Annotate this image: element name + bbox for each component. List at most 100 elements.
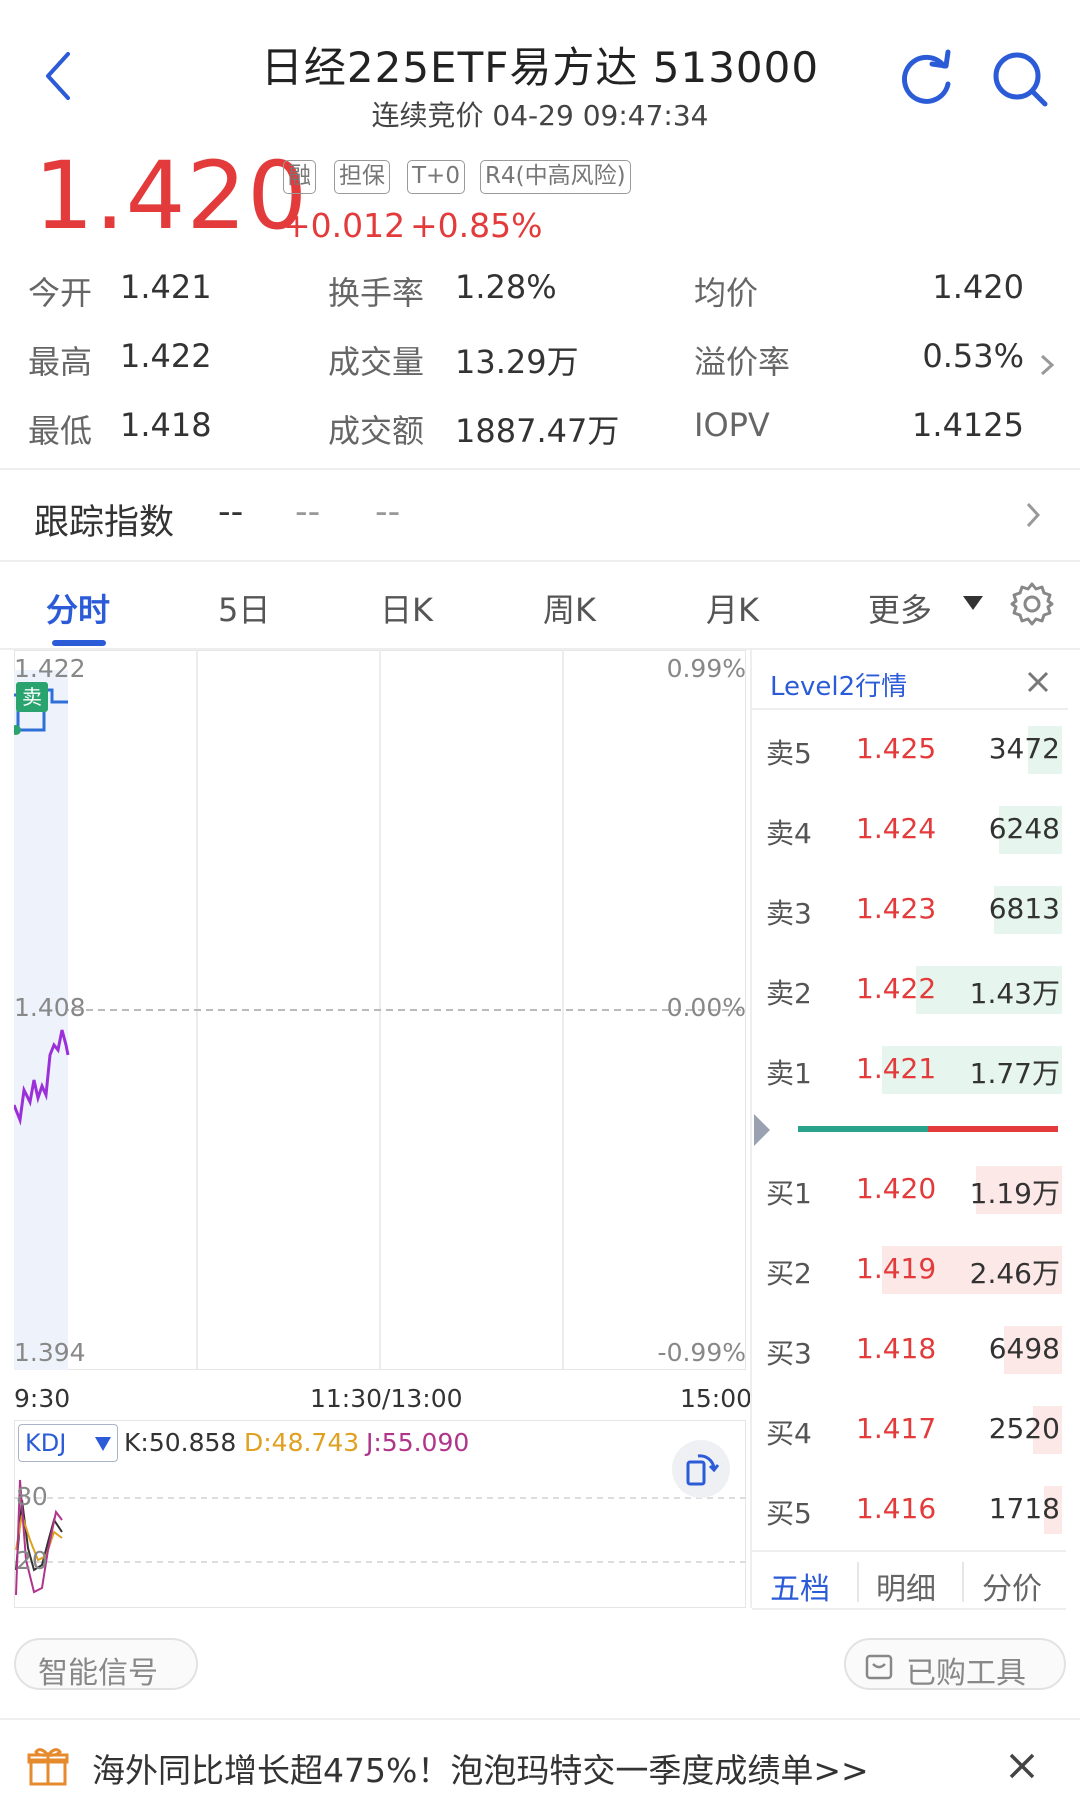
stat-avg-value: 1.420 (932, 268, 1024, 306)
back-button[interactable] (34, 46, 84, 106)
bid-label: 买4 (766, 1417, 812, 1450)
ask-row[interactable]: 卖4 1.424 6248 (752, 800, 1068, 860)
risk-level-tag: R4(中高风险) (480, 160, 631, 194)
ask-volume: 6813 (988, 892, 1060, 925)
tab-more[interactable]: 更多 (868, 591, 933, 629)
stat-amount-label: 成交额 (328, 412, 425, 450)
tab-monthly-k[interactable]: 月K (706, 591, 759, 629)
chart-settings-button[interactable] (1008, 580, 1056, 628)
kdj-d-value: D:48.743 (244, 1428, 360, 1457)
ask-row[interactable]: 卖1 1.421 1.77万 (752, 1040, 1068, 1100)
sell-signal-badge[interactable]: 卖 (16, 682, 48, 712)
y-label-low: 1.394 (14, 1338, 86, 1367)
kdj-j-value: J:55.090 (366, 1428, 470, 1457)
bid-row[interactable]: 买5 1.416 1718 (752, 1480, 1068, 1540)
ask-volume: 1.43万 (969, 977, 1060, 1010)
kdj-selector[interactable]: KDJ (18, 1424, 118, 1462)
bid-price: 1.416 (856, 1492, 937, 1525)
orderbook-panel: Level2行情 卖5 1.425 3472 卖4 1.424 6248 卖3 … (750, 650, 1068, 1608)
ask-volume-bar (1028, 726, 1062, 774)
promo-banner[interactable]: 海外同比增长超475%！泡泡玛特交一季度成绩单>> (0, 1722, 1080, 1811)
rotate-landscape-button[interactable] (672, 1440, 730, 1498)
x-label-midday: 11:30/13:00 (310, 1384, 463, 1413)
close-icon (1009, 1753, 1035, 1779)
tab-details[interactable]: 明细 (876, 1572, 936, 1607)
tab-intraday[interactable]: 分时 (46, 591, 111, 629)
kdj-tick-20: 20 (16, 1546, 48, 1575)
bid-row[interactable]: 买3 1.418 6498 (752, 1320, 1068, 1380)
promo-close-button[interactable] (1006, 1750, 1038, 1782)
tab-price-dist[interactable]: 分价 (982, 1572, 1042, 1607)
tab-five-levels[interactable]: 五档 (770, 1572, 830, 1607)
tab-active-indicator (52, 640, 106, 646)
stat-volume-value: 13.29万 (455, 343, 579, 381)
bid-price: 1.420 (856, 1172, 937, 1205)
ask-label: 卖1 (766, 1057, 812, 1090)
bid-volume: 1.19万 (969, 1177, 1060, 1210)
bid-volume: 2520 (988, 1412, 1060, 1445)
margin-tag: 融 (283, 160, 316, 194)
bid-volume: 1718 (988, 1492, 1060, 1525)
buy-sell-ratio-bar (798, 1126, 1058, 1132)
divider (752, 708, 1068, 710)
ask-volume-bar (882, 1046, 1062, 1094)
ask-volume-bar (999, 806, 1062, 854)
ask-row[interactable]: 卖5 1.425 3472 (752, 720, 1068, 780)
bid-volume-bar (882, 1246, 1062, 1294)
stat-iopv-value: 1.4125 (912, 406, 1024, 444)
divider (0, 468, 1080, 470)
caret-down-icon[interactable] (960, 592, 986, 614)
bid-row[interactable]: 买2 1.419 2.46万 (752, 1240, 1068, 1300)
tab-5day[interactable]: 5日 (218, 591, 271, 629)
chevron-left-icon (46, 52, 70, 100)
bid-volume-bar (1033, 1406, 1062, 1454)
tracking-value-2: -- (295, 492, 321, 532)
intraday-chart[interactable] (14, 650, 746, 1370)
stat-open-value: 1.421 (120, 268, 212, 306)
y-label-high: 1.422 (14, 654, 86, 683)
price-change-pct: +0.85% (410, 206, 543, 245)
ask-label: 卖5 (766, 737, 812, 770)
stat-low-label: 最低 (28, 412, 93, 450)
bid-label: 买5 (766, 1497, 812, 1530)
tab-divider (962, 1562, 964, 1602)
trading-status: 连续竞价 04-29 09:47:34 (371, 99, 709, 132)
smart-signal-button[interactable]: 智能信号 (14, 1638, 198, 1691)
bid-row[interactable]: 买1 1.420 1.19万 (752, 1160, 1068, 1220)
kdj-chart[interactable] (14, 1420, 746, 1608)
refresh-button[interactable] (892, 44, 962, 114)
ask-label: 卖2 (766, 977, 812, 1010)
ask-volume: 1.77万 (969, 1057, 1060, 1090)
ask-price: 1.424 (856, 812, 937, 845)
divider (0, 560, 1080, 562)
purchased-tools-button[interactable]: 已购工具 (844, 1638, 1066, 1691)
ask-row[interactable]: 卖3 1.423 6813 (752, 880, 1068, 940)
tab-weekly-k[interactable]: 周K (543, 591, 596, 629)
stats-expand-button[interactable] (1036, 350, 1060, 380)
y-pct-low: -0.99% (657, 1338, 746, 1367)
purchased-tools-label: 已购工具 (906, 1656, 1026, 1691)
stat-iopv-label: IOPV (694, 406, 770, 444)
bid-row[interactable]: 买4 1.417 2520 (752, 1400, 1068, 1460)
gear-icon (1010, 582, 1054, 626)
orderbook-title[interactable]: Level2行情 (770, 672, 908, 702)
kdj-name: KDJ (25, 1429, 67, 1457)
divider (0, 648, 1080, 650)
ask-price: 1.422 (856, 972, 937, 1005)
ask-price: 1.423 (856, 892, 937, 925)
orderbook-close-button[interactable] (1024, 668, 1052, 696)
tab-daily-k[interactable]: 日K (380, 591, 433, 629)
gift-icon (27, 1748, 69, 1786)
bid-label: 买3 (766, 1337, 812, 1370)
search-button[interactable] (985, 44, 1055, 114)
bid-volume: 2.46万 (969, 1257, 1060, 1290)
price-change: +0.012 (283, 206, 406, 245)
collapse-arrow-icon[interactable] (752, 1112, 772, 1148)
tracking-index-row[interactable]: 跟踪指数 -- -- -- (0, 470, 1080, 560)
bid-volume-bar (976, 1166, 1062, 1214)
footer-shadow (0, 1718, 1080, 1720)
ask-row[interactable]: 卖2 1.422 1.43万 (752, 960, 1068, 1020)
ask-price: 1.421 (856, 1052, 937, 1085)
kdj-tick-80: 80 (16, 1482, 48, 1511)
kdj-k-value: K:50.858 (124, 1428, 237, 1457)
